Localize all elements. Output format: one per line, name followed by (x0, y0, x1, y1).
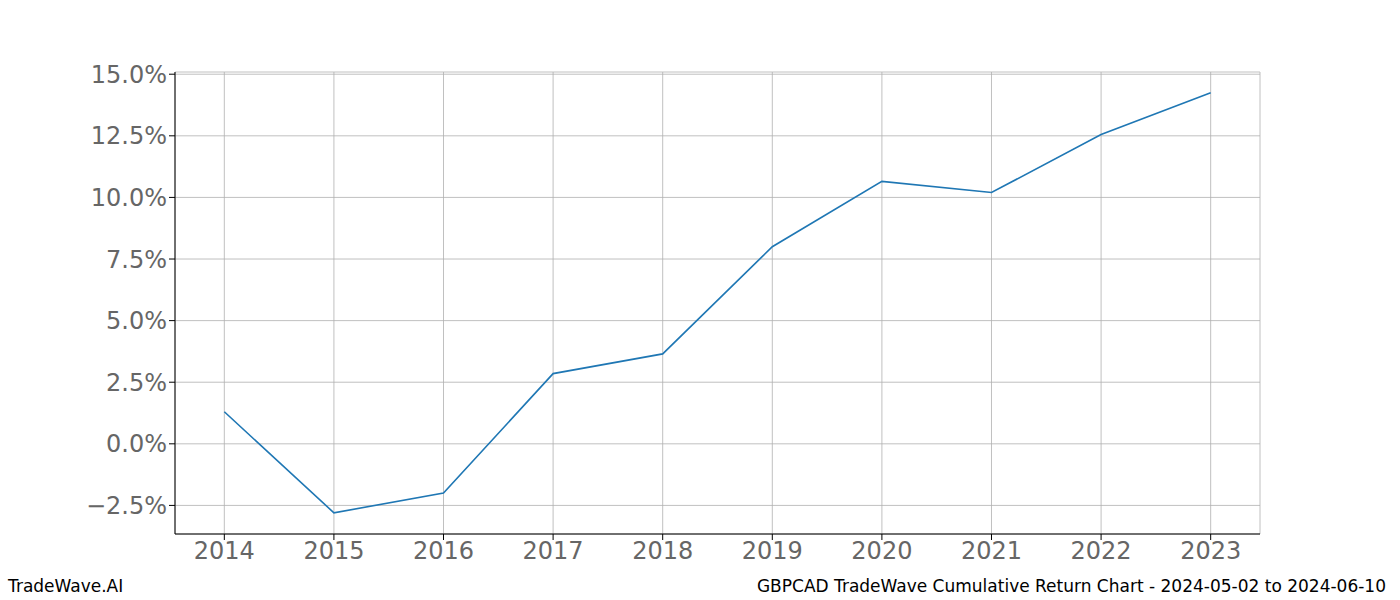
svg-text:10.0%: 10.0% (91, 184, 167, 212)
svg-text:−2.5%: −2.5% (86, 492, 167, 520)
svg-text:2022: 2022 (1071, 537, 1132, 565)
svg-text:2023: 2023 (1180, 537, 1241, 565)
html-text:GBPCAD TradeWave Cumulative Re: GBPCAD TradeWave Cumulative Return Chart… (756, 576, 1386, 596)
svg-text:2017: 2017 (523, 537, 584, 565)
svg-text:7.5%: 7.5% (106, 246, 167, 274)
svg-text:2020: 2020 (851, 537, 912, 565)
html-text:TradeWave.AI: TradeWave.AI (8, 576, 124, 596)
svg-text:2021: 2021 (961, 537, 1022, 565)
svg-text:0.0%: 0.0% (106, 430, 167, 458)
svg-text:2016: 2016 (413, 537, 474, 565)
svg-text:2019: 2019 (742, 537, 803, 565)
svg-text:15.0%: 15.0% (91, 61, 167, 89)
svg-text:12.5%: 12.5% (91, 122, 167, 150)
svg-text:5.0%: 5.0% (106, 307, 167, 335)
svg-text:2015: 2015 (303, 537, 364, 565)
svg-text:2.5%: 2.5% (106, 369, 167, 397)
svg-text:2014: 2014 (194, 537, 255, 565)
svg-text:2018: 2018 (632, 537, 693, 565)
